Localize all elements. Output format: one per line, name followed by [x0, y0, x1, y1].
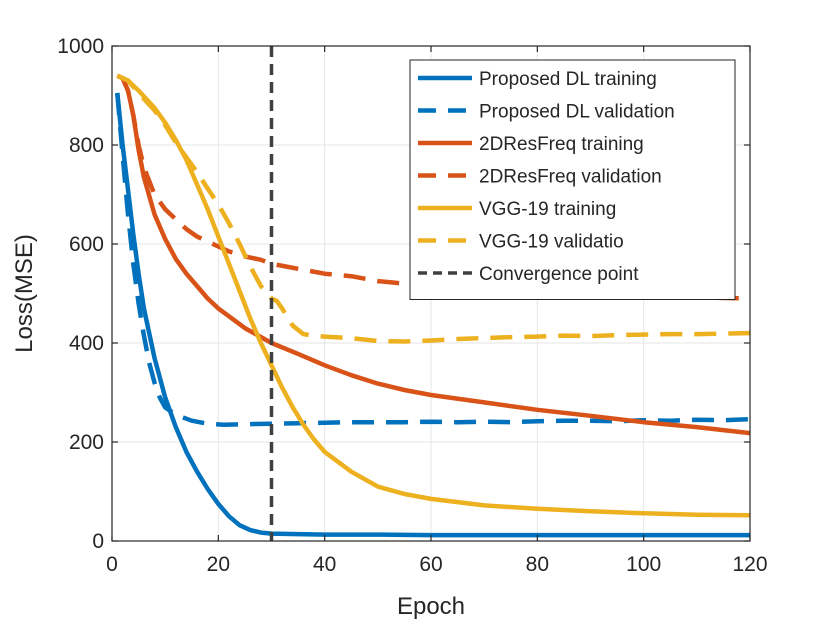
series-line-0	[115, 92, 750, 538]
legend-label-2: 2DResFreq training	[479, 134, 644, 155]
legend-box	[409, 59, 736, 300]
tick-labels: 0 20 40 60 80 100 120 0 200 400 600 800 1000	[57, 35, 767, 576]
y-tick-label: 400	[69, 332, 104, 355]
series-line-1	[115, 92, 751, 427]
x-tick-label: 20	[207, 553, 230, 576]
y-tick-label: 1000	[57, 35, 104, 58]
y-axis-title: Loss(MSE)	[11, 234, 38, 353]
x-tick-label: 40	[313, 553, 336, 576]
x-tick-label: 60	[419, 553, 442, 576]
y-tick-label: 200	[69, 431, 104, 454]
y-tick-label: 800	[69, 134, 104, 157]
axes	[111, 45, 751, 542]
legend-label-4: VGG-19 training	[479, 199, 616, 220]
legend-label-6: Convergence point	[479, 264, 639, 285]
legend-label-0: Proposed DL training	[479, 69, 657, 90]
x-tick-label: 0	[106, 553, 118, 576]
legend-label-3: 2DResFreq validation	[479, 167, 662, 188]
x-tick-label: 80	[526, 553, 549, 576]
x-axis-title: Epoch	[397, 593, 465, 620]
x-tick-label: 120	[732, 553, 767, 576]
x-tick-label: 100	[626, 553, 661, 576]
legend-label-1: Proposed DL validation	[479, 102, 675, 123]
series-line-5	[116, 73, 751, 344]
y-tick-label: 600	[69, 233, 104, 256]
y-tick-label: 0	[92, 530, 104, 553]
legend: Proposed DL training Proposed DL validati…	[409, 59, 736, 300]
legend-label-5: VGG-19 validatio	[479, 232, 624, 253]
